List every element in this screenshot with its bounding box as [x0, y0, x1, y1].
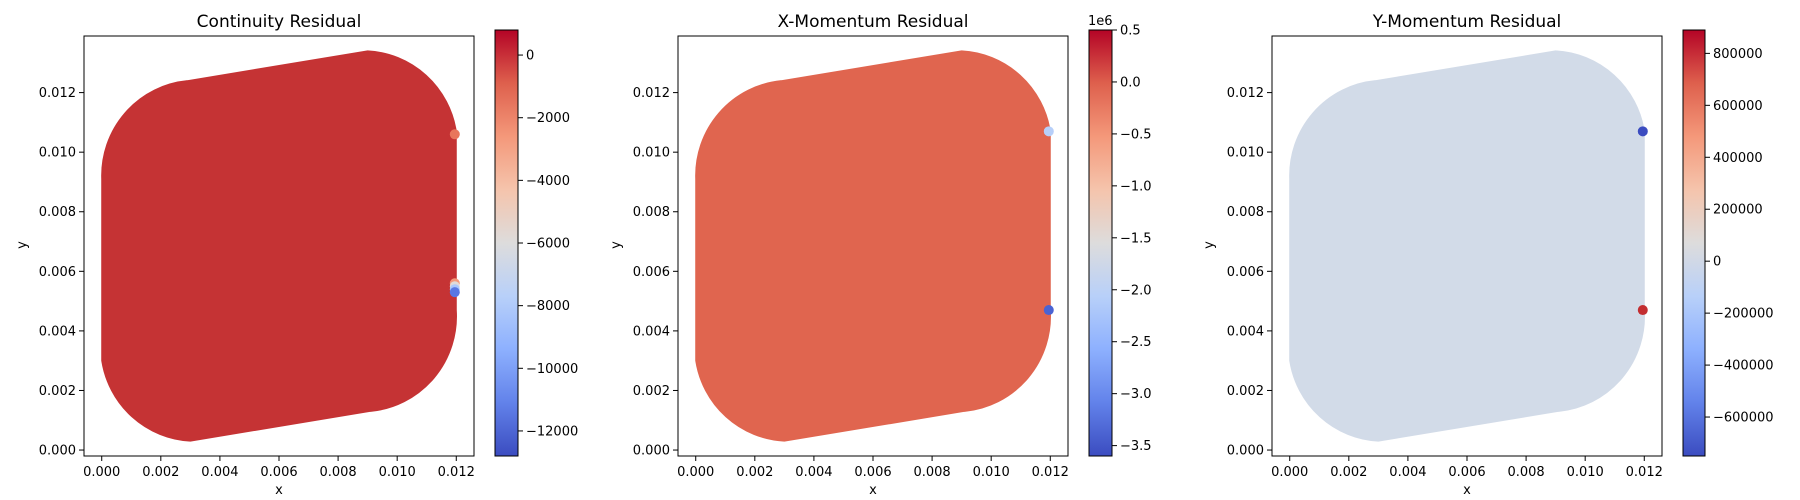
- x-tick-label: 0.010: [379, 465, 416, 480]
- colorbar-tick-label: −2.5: [1120, 335, 1152, 350]
- x-axis-label: x: [275, 483, 283, 498]
- colorbar-tick-label: −3.0: [1120, 387, 1152, 402]
- panel-title: Continuity Residual: [197, 12, 362, 32]
- x-tick-label: 0.010: [973, 465, 1010, 480]
- colorbar-tick-label: −0.5: [1120, 127, 1152, 142]
- x-tick-label: 0.006: [854, 465, 891, 480]
- y-axis-label: y: [15, 241, 30, 249]
- colorbar-tick-label: −2.0: [1120, 283, 1152, 298]
- panel-title: Y-Momentum Residual: [1372, 12, 1562, 32]
- y-tick-label: 0.002: [39, 384, 76, 399]
- y-tick-label: 0.008: [633, 205, 670, 220]
- y-tick-label: 0.006: [39, 265, 76, 280]
- panel-continuity: Continuity Residual 0.000 0.002 0.004 0.006…: [15, 12, 578, 498]
- data-point: [449, 287, 460, 298]
- data-point: [1637, 126, 1648, 137]
- plot-area: 0.000 0.002 0.004 0.006 0.008 0.010 0.012 0.000…: [39, 29, 578, 480]
- colorbar-tick-label: 200000: [1713, 203, 1763, 218]
- domain-points: [695, 50, 1051, 442]
- colorbar-tick-label: 0.0: [1120, 75, 1141, 90]
- data-point: [1043, 126, 1054, 137]
- panel-title: X-Momentum Residual: [778, 12, 969, 32]
- y-tick-label: 0.002: [633, 384, 670, 399]
- x-tick-label: 0.006: [1448, 465, 1485, 480]
- x-tick-label: 0.000: [677, 465, 714, 480]
- x-tick-label: 0.008: [1507, 465, 1544, 480]
- domain-points: [1289, 50, 1645, 442]
- y-tick-label: 0.012: [39, 86, 76, 101]
- x-tick-label: 0.008: [319, 465, 356, 480]
- x-tick-label: 0.010: [1567, 465, 1604, 480]
- colorbar-tick-label: −4000: [526, 174, 570, 189]
- y-tick-label: 0.004: [633, 324, 670, 339]
- y-tick-label: 0.004: [1227, 324, 1264, 339]
- domain-points: [101, 50, 457, 442]
- colorbar-tick-label: −1.0: [1120, 179, 1152, 194]
- colorbar-tick-label: −8000: [526, 299, 570, 314]
- colorbar-tick-label: 800000: [1713, 47, 1763, 62]
- colorbar-tick-label: −10000: [526, 362, 578, 377]
- data-point: [1043, 305, 1054, 316]
- data-point: [1637, 305, 1648, 316]
- x-tick-label: 0.002: [142, 465, 179, 480]
- data-point: [449, 129, 460, 140]
- colorbar: [1089, 30, 1112, 456]
- colorbar-tick-label: −200000: [1713, 307, 1774, 322]
- colorbar-tick-label: 0: [526, 49, 534, 64]
- colorbar-tick-label: −2000: [526, 111, 570, 126]
- plot-area: 0.000 0.002 0.004 0.006 0.008 0.010 0.012 0.000…: [1227, 29, 1774, 480]
- y-tick-label: 0.000: [633, 444, 670, 459]
- y-tick-label: 0.008: [39, 205, 76, 220]
- y-tick-label: 0.002: [1227, 384, 1264, 399]
- y-tick-label: 0.006: [1227, 265, 1264, 280]
- colorbar-tick-label: −12000: [526, 424, 578, 439]
- x-tick-label: 0.006: [260, 465, 297, 480]
- x-tick-label: 0.000: [83, 465, 120, 480]
- x-tick-label: 0.004: [1389, 465, 1426, 480]
- panel-x-momentum: X-Momentum Residual 0.000 0.002 0.004 0.006…: [609, 12, 1152, 498]
- y-tick-label: 0.000: [39, 444, 76, 459]
- colorbar-tick-label: 600000: [1713, 99, 1763, 114]
- x-tick-label: 0.002: [1330, 465, 1367, 480]
- colorbar-tick-label: −3.5: [1120, 439, 1152, 454]
- x-tick-label: 0.004: [795, 465, 832, 480]
- y-tick-label: 0.010: [633, 146, 670, 161]
- x-axis-label: x: [1463, 483, 1471, 498]
- plot-area: 0.000 0.002 0.004 0.006 0.008 0.010 0.012 0.000…: [633, 24, 1152, 481]
- x-tick-label: 0.000: [1271, 465, 1308, 480]
- y-tick-label: 0.004: [39, 324, 76, 339]
- y-tick-label: 0.008: [1227, 205, 1264, 220]
- y-tick-label: 0.010: [39, 146, 76, 161]
- colorbar-tick-label: 0.5: [1120, 24, 1141, 39]
- x-tick-label: 0.004: [201, 465, 238, 480]
- x-axis-label: x: [869, 483, 877, 498]
- y-axis-label: y: [609, 241, 624, 249]
- colorbar-tick-label: −400000: [1713, 359, 1774, 374]
- x-tick-label: 0.012: [438, 465, 475, 480]
- y-axis-label: y: [1202, 241, 1217, 249]
- panel-y-momentum: Y-Momentum Residual 0.000 0.002 0.004 0.006…: [1202, 12, 1774, 498]
- colorbar-frame: [1682, 29, 1706, 457]
- x-tick-label: 0.008: [913, 465, 950, 480]
- colorbar-tick-label: −6000: [526, 237, 570, 252]
- y-tick-label: 0.010: [1227, 146, 1264, 161]
- y-tick-label: 0.006: [633, 265, 670, 280]
- colorbar-tick-label: −600000: [1713, 411, 1774, 426]
- y-tick-label: 0.012: [1227, 86, 1264, 101]
- colorbar-tick-label: −1.5: [1120, 231, 1152, 246]
- colorbar-offset-label: 1e6: [1088, 14, 1113, 29]
- x-tick-label: 0.012: [1626, 465, 1663, 480]
- colorbar: [495, 30, 518, 456]
- colorbar: [1683, 30, 1705, 456]
- y-tick-label: 0.000: [1227, 444, 1264, 459]
- x-tick-label: 0.012: [1032, 465, 1069, 480]
- y-tick-label: 0.012: [633, 86, 670, 101]
- colorbar-tick-label: 0: [1713, 255, 1721, 270]
- colorbar-tick-label: 400000: [1713, 151, 1763, 166]
- colorbar-frame: [1088, 29, 1113, 457]
- x-tick-label: 0.002: [736, 465, 773, 480]
